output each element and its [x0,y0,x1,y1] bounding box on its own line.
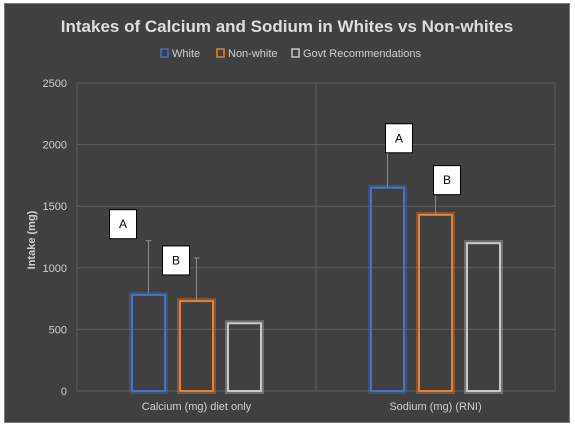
legend-label: Govt Recommendations [303,48,421,60]
bar [418,213,453,392]
bars [129,184,503,394]
x-axis-ticks: Calcium (mg) diet only Sodium (mg) (RNI) [142,401,482,413]
y-tick-label: 2500 [43,78,67,90]
annotation-box [162,245,190,276]
annotation-label: B [172,253,180,267]
x-tick-label: Calcium (mg) diet only [142,401,252,413]
annotations: A B A B [109,123,461,276]
legend-label: Non-white [228,48,278,60]
gridlines [76,82,556,392]
y-axis-ticks: 0 500 1000 1500 2000 2500 [43,78,67,398]
bar-glow [129,291,168,394]
legend-label: White [172,48,200,60]
bar [370,186,405,392]
annotation-label: A [119,217,127,231]
bar [131,293,166,392]
x-tick-label: Sodium (mg) (RNI) [389,401,481,413]
y-tick-label: 500 [49,324,67,336]
error-bars [145,150,439,302]
y-axis-title: Intake (mg) [26,210,38,269]
y-tick-label: 1000 [43,263,67,275]
annotation-label: A [395,131,403,145]
chart-frame: Intakes of Calcium and Sodium in Whites … [4,3,570,423]
chart-svg: Intakes of Calcium and Sodium in Whites … [26,17,556,413]
chart-title: Intakes of Calcium and Sodium in Whites … [61,17,513,36]
bar-glow [177,298,216,394]
bar-glow [464,240,503,394]
annotation-box [385,123,413,154]
legend-swatch [160,48,169,58]
y-tick-label: 2000 [43,140,67,152]
annotation-box [433,165,461,196]
y-tick-label: 0 [61,386,67,398]
bar [227,322,262,392]
bar [179,300,214,392]
legend-swatch [291,48,300,58]
legend-swatch [216,48,225,58]
annotation-label: B [443,173,451,187]
bar [466,242,501,392]
legend: White Non-white Govt Recommendations [160,48,421,60]
bar-glow [225,320,264,394]
bar-glow [368,184,407,394]
y-tick-label: 1500 [43,201,67,213]
annotation-box [109,209,137,240]
bar-glow [416,211,455,394]
